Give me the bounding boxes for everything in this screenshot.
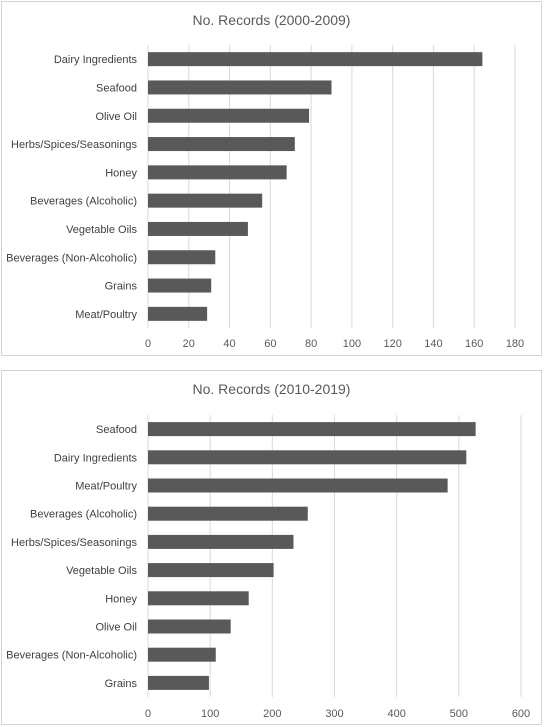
x-tick-label: 600 bbox=[512, 708, 530, 720]
bar bbox=[148, 563, 274, 578]
x-tick-label: 180 bbox=[506, 338, 524, 350]
x-tick-label: 40 bbox=[223, 338, 235, 350]
x-tick-label: 140 bbox=[424, 338, 442, 350]
x-tick-label: 160 bbox=[465, 338, 483, 350]
category-label: Grains bbox=[105, 678, 138, 690]
category-label: Seafood bbox=[96, 82, 137, 94]
category-label: Grains bbox=[105, 281, 138, 293]
category-label: Vegetable Oils bbox=[66, 565, 137, 577]
bar-chart-2000-2009: 0 20 40 60 80 100 120 140 160 180 Dairy Ingredient… bbox=[6, 45, 524, 350]
bar bbox=[148, 534, 294, 549]
category-label: Honey bbox=[105, 593, 137, 605]
bar bbox=[148, 647, 216, 662]
bar bbox=[148, 221, 248, 236]
category-label: Vegetable Oils bbox=[66, 224, 137, 236]
bar-chart-2010-2019: 0 100 200 300 400 500 600 Seafood Dairy Ingredie… bbox=[6, 415, 530, 720]
category-label: Herbs/Spices/Seasonings bbox=[11, 537, 137, 549]
chart-panel-2010-2019: No. Records (2010-2019) 0 100 200 300 400 500… bbox=[1, 370, 542, 725]
category-label: Olive Oil bbox=[95, 111, 137, 123]
bar bbox=[148, 506, 308, 521]
category-label: Dairy Ingredients bbox=[54, 452, 138, 464]
bar bbox=[148, 165, 287, 180]
x-tick-label: 200 bbox=[263, 708, 281, 720]
category-label: Beverages (Alcoholic) bbox=[30, 196, 137, 208]
x-tick-label: 0 bbox=[145, 708, 151, 720]
category-label: Beverages (Non-Alcoholic) bbox=[6, 252, 137, 264]
category-label: Meat/Poultry bbox=[75, 481, 137, 493]
bar bbox=[148, 422, 476, 437]
x-tick-label: 400 bbox=[387, 708, 405, 720]
category-label: Olive Oil bbox=[95, 622, 137, 634]
x-tick-label: 0 bbox=[145, 338, 151, 350]
bar bbox=[148, 306, 208, 321]
category-label: Beverages (Non-Alcoholic) bbox=[6, 650, 137, 662]
category-label: Herbs/Spices/Seasonings bbox=[11, 139, 137, 151]
category-label: Honey bbox=[105, 167, 137, 179]
bar bbox=[148, 108, 310, 123]
chart-title: No. Records (2010-2019) bbox=[192, 381, 351, 397]
bar bbox=[148, 80, 332, 95]
x-tick-label: 100 bbox=[201, 708, 219, 720]
bar bbox=[148, 52, 483, 67]
category-label: Seafood bbox=[96, 424, 137, 436]
bar bbox=[148, 675, 209, 690]
x-tick-label: 20 bbox=[183, 338, 195, 350]
x-tick-label: 100 bbox=[343, 338, 361, 350]
chart-panel-2000-2009: No. Records (2000-2009) 0 20 40 60 80 100 120 1… bbox=[1, 1, 542, 356]
x-tick-label: 60 bbox=[264, 338, 276, 350]
bar bbox=[148, 137, 295, 152]
bar bbox=[148, 478, 448, 493]
bar bbox=[148, 450, 467, 465]
x-tick-label: 500 bbox=[450, 708, 468, 720]
bar bbox=[148, 591, 249, 606]
bar bbox=[148, 250, 216, 265]
category-label: Dairy Ingredients bbox=[54, 54, 138, 66]
bar bbox=[148, 278, 212, 293]
x-tick-label: 80 bbox=[305, 338, 317, 350]
category-label: Beverages (Alcoholic) bbox=[30, 509, 137, 521]
category-label: Meat/Poultry bbox=[75, 309, 137, 321]
chart-title: No. Records (2000-2009) bbox=[192, 12, 351, 28]
bar bbox=[148, 619, 231, 634]
x-tick-label: 120 bbox=[383, 338, 401, 350]
bar bbox=[148, 193, 263, 208]
x-tick-label: 300 bbox=[325, 708, 343, 720]
